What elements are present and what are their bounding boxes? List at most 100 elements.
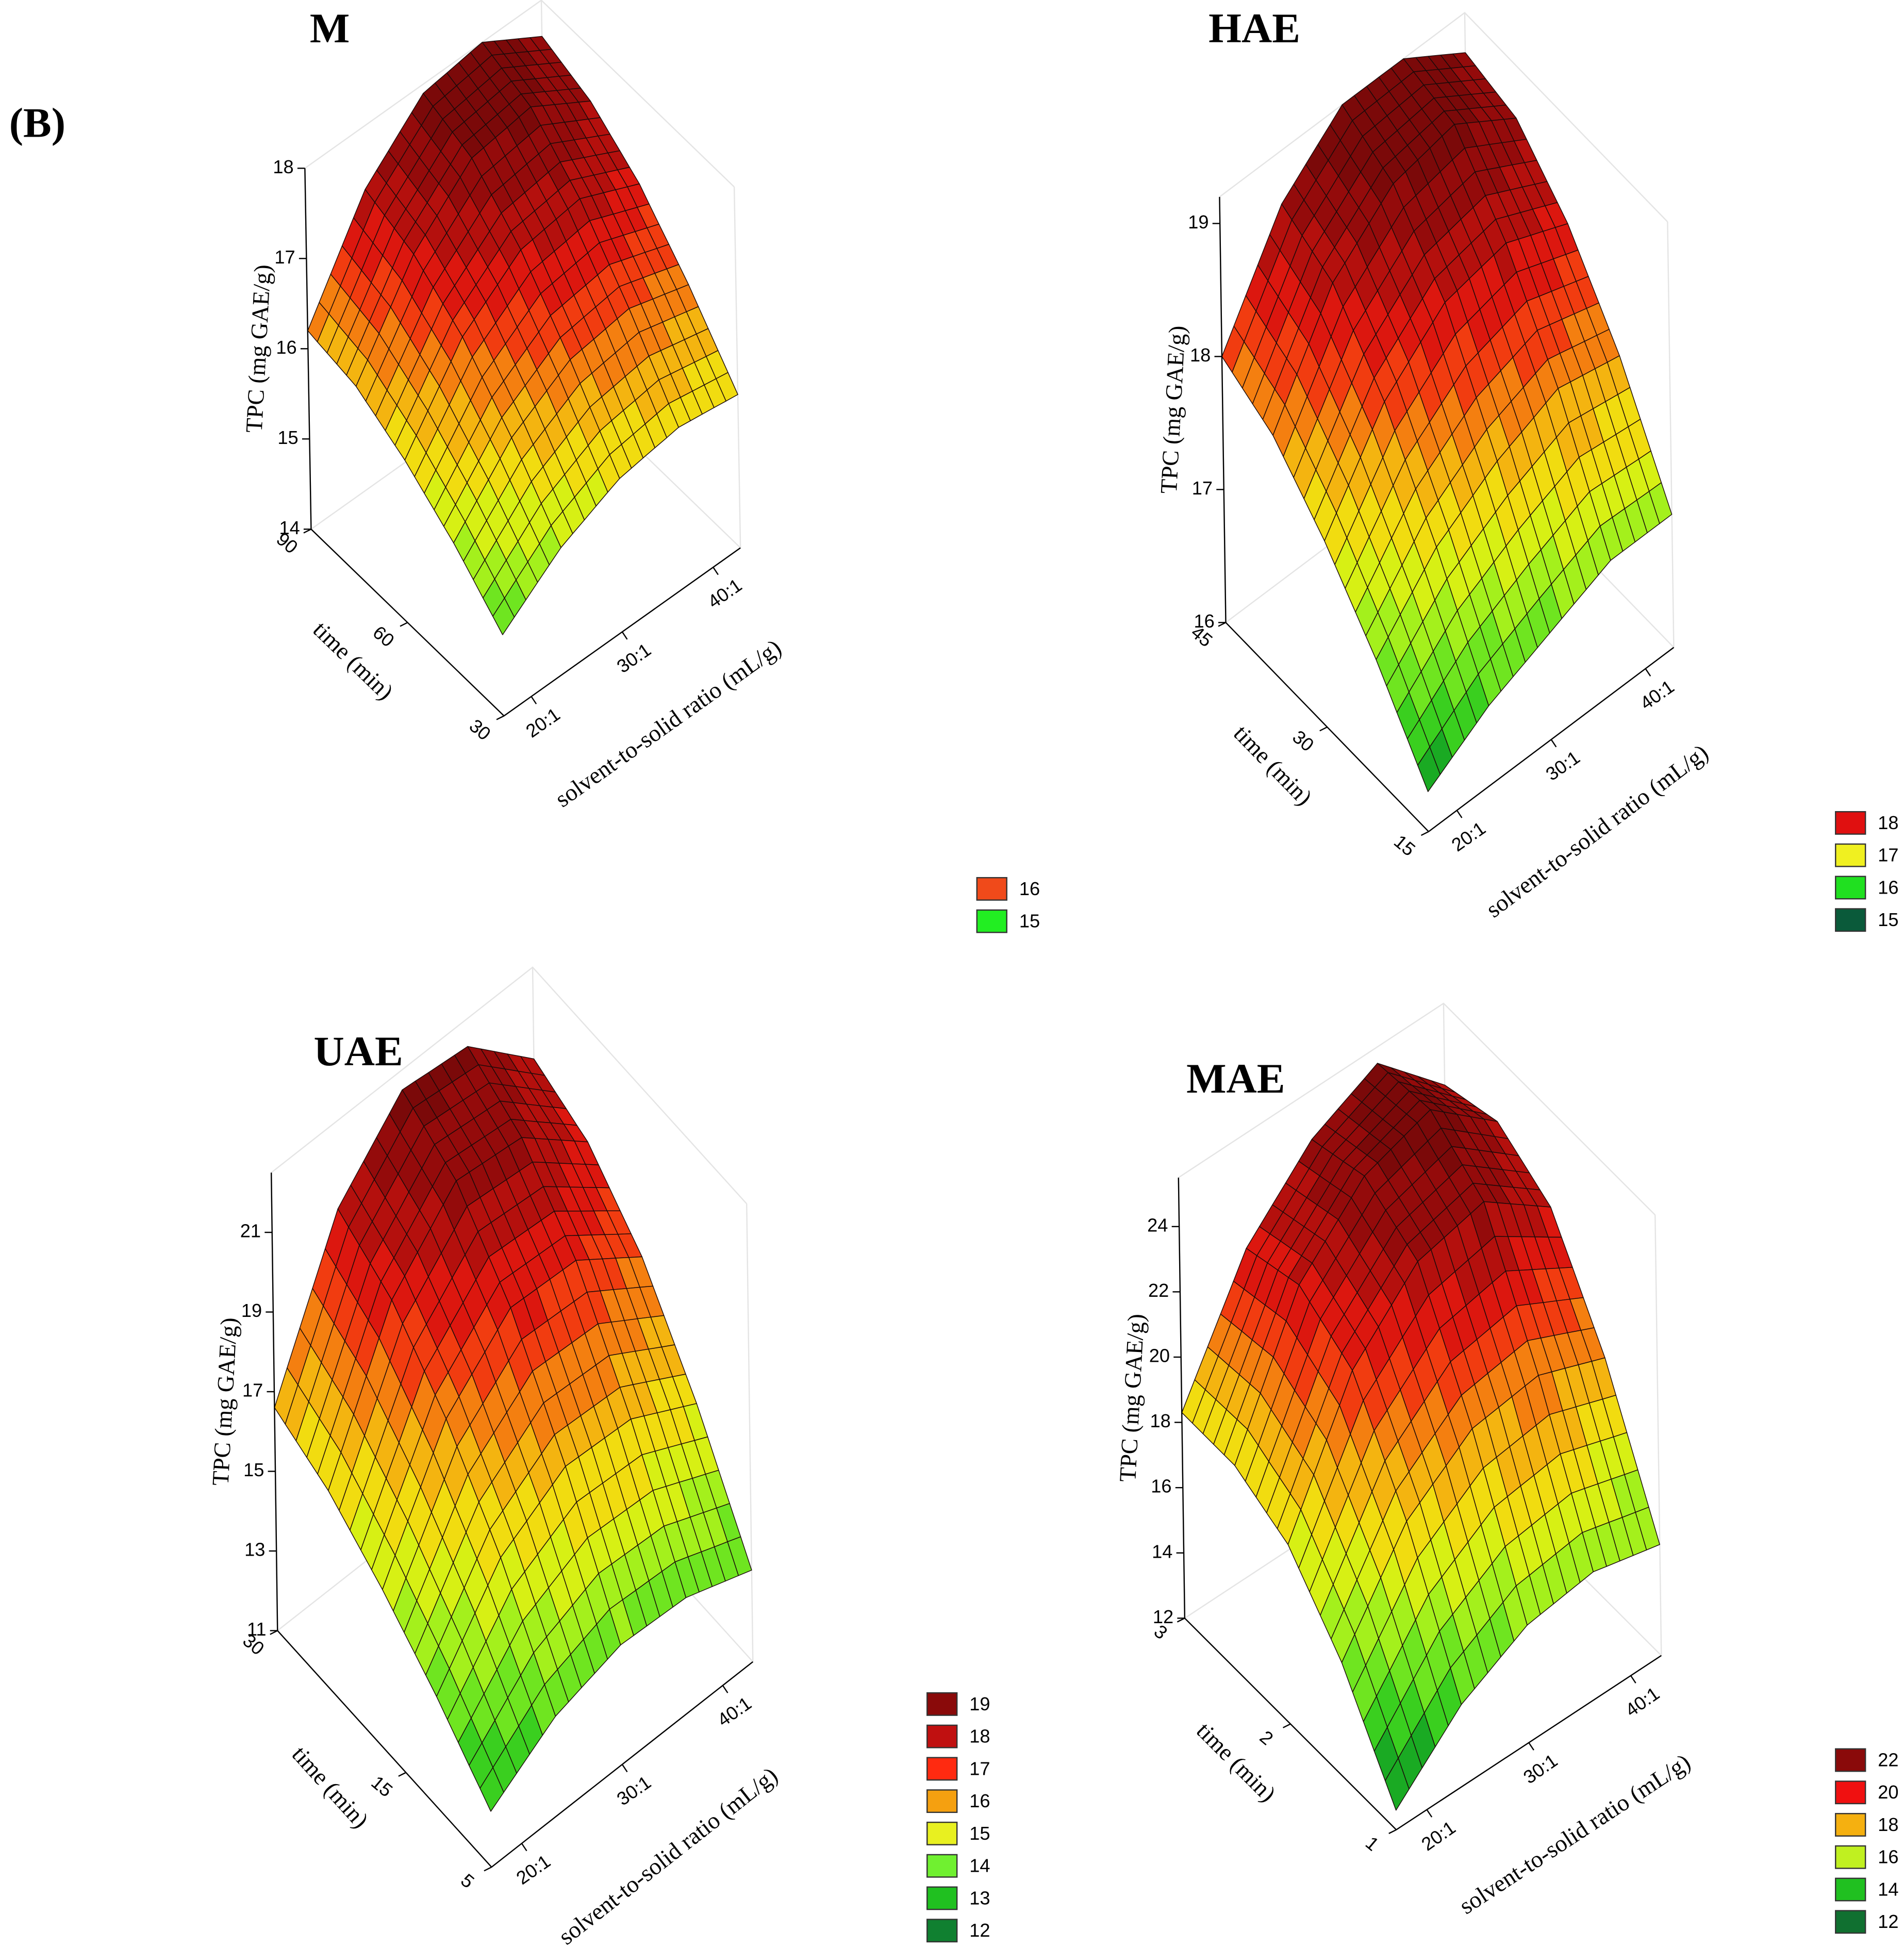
x-tick bbox=[1645, 668, 1651, 676]
legend-swatch bbox=[926, 1886, 958, 1910]
legend-swatch bbox=[926, 1789, 958, 1813]
y-tick-label: 60 bbox=[369, 621, 399, 651]
x-tick-label: 40:1 bbox=[1621, 1682, 1663, 1721]
x-tick bbox=[621, 631, 628, 640]
legend-label: 13 bbox=[969, 1887, 990, 1908]
legend-label: 20 bbox=[1878, 1781, 1898, 1803]
box-edge bbox=[1178, 1002, 1656, 1216]
legend-label: 17 bbox=[969, 1758, 990, 1779]
z-tick-label: 19 bbox=[1188, 211, 1208, 233]
y-tick-label: 2 bbox=[1256, 1726, 1278, 1749]
x-tick-label: 30:1 bbox=[613, 639, 655, 677]
box-edge bbox=[733, 187, 741, 548]
z-tick-label: 16 bbox=[1151, 1476, 1171, 1497]
x-tick bbox=[621, 1764, 628, 1773]
z-tick-label: 17 bbox=[242, 1380, 263, 1401]
legend-label: 18 bbox=[1878, 1814, 1898, 1835]
z-tick-label: 18 bbox=[273, 156, 293, 177]
legend-swatch bbox=[1835, 1845, 1866, 1869]
legend-swatch bbox=[926, 1821, 958, 1845]
x-tick bbox=[1456, 810, 1463, 818]
legend-label: 15 bbox=[1878, 909, 1898, 930]
legend-swatch bbox=[926, 1854, 958, 1878]
z-axis-label: TPC (mg GAE/g) bbox=[1155, 325, 1190, 494]
legend-label: 16 bbox=[969, 1790, 990, 1811]
y-axis bbox=[277, 1630, 492, 1868]
z-tick-label: 15 bbox=[277, 427, 298, 448]
legend-label: 15 bbox=[969, 1823, 990, 1844]
y-tick bbox=[398, 1772, 406, 1777]
legend-label: 22 bbox=[1878, 1749, 1898, 1770]
z-tick-label: 19 bbox=[241, 1300, 262, 1321]
x-tick-label: 30:1 bbox=[1519, 1750, 1561, 1788]
z-tick-label: 15 bbox=[243, 1459, 264, 1480]
z-tick-label: 18 bbox=[1190, 344, 1211, 366]
z-tick-label: 12 bbox=[1153, 1606, 1173, 1627]
z-axis-label: TPC (mg GAE/g) bbox=[207, 1317, 242, 1486]
legend-swatch bbox=[1835, 1780, 1866, 1805]
z-tick-label: 17 bbox=[274, 246, 295, 268]
surface-cell bbox=[1417, 746, 1441, 793]
x-tick bbox=[1426, 1809, 1433, 1818]
z-tick-label: 22 bbox=[1148, 1280, 1169, 1301]
y-tick-label: 5 bbox=[457, 1870, 478, 1892]
y-tick bbox=[484, 1866, 492, 1872]
chart-title: HAE bbox=[1208, 5, 1300, 52]
legend-label: 16 bbox=[1878, 1846, 1898, 1868]
box-edge bbox=[1219, 12, 1668, 222]
legend-swatch bbox=[926, 1724, 958, 1748]
z-axis bbox=[1178, 1177, 1186, 1619]
z-axis bbox=[1219, 196, 1227, 623]
y-tick-label: 30 bbox=[1288, 726, 1318, 755]
z-tick-label: 14 bbox=[279, 517, 300, 538]
box-edge bbox=[1654, 1215, 1662, 1656]
x-tick bbox=[1528, 1742, 1534, 1751]
surface-plot: 20:130:140:112312141618202224solvent-to-… bbox=[1114, 1002, 1899, 1934]
legend-label: 18 bbox=[969, 1726, 990, 1747]
y-tick bbox=[496, 715, 505, 720]
legend-label: 12 bbox=[969, 1920, 990, 1941]
legend-label: 16 bbox=[1019, 878, 1040, 899]
y-tick bbox=[1283, 1723, 1291, 1728]
y-tick bbox=[1420, 831, 1429, 836]
surface-plot: 20:130:140:151530111315171921solvent-to-… bbox=[207, 966, 990, 1947]
legend-swatch bbox=[1835, 876, 1866, 900]
legend-label: 18 bbox=[1878, 812, 1898, 833]
z-tick-label: 16 bbox=[276, 337, 296, 358]
z-tick-label: 24 bbox=[1147, 1214, 1168, 1235]
legend-swatch bbox=[976, 909, 1007, 933]
surface-cell bbox=[479, 1767, 504, 1812]
legend-swatch bbox=[1835, 1748, 1866, 1772]
x-tick-label: 20:1 bbox=[512, 1851, 554, 1889]
legend-swatch bbox=[1835, 843, 1866, 867]
x-tick-label: 20:1 bbox=[1448, 817, 1489, 855]
y-axis-label: time (min) bbox=[287, 1741, 374, 1833]
box-edge bbox=[271, 966, 748, 1204]
x-tick bbox=[531, 696, 537, 704]
chart-title: M bbox=[310, 5, 350, 52]
legend-swatch bbox=[1835, 1877, 1866, 1902]
chart-title: MAE bbox=[1186, 1055, 1285, 1102]
panel-label: (B) bbox=[9, 99, 65, 146]
legend-swatch bbox=[1835, 1910, 1866, 1934]
x-tick-label: 40:1 bbox=[714, 1692, 755, 1730]
legend-swatch bbox=[926, 1757, 958, 1781]
z-tick-label: 13 bbox=[244, 1539, 265, 1560]
x-axis-label: solvent-to-solid ratio (mL/g) bbox=[553, 1762, 782, 1947]
y-tick-label: 30 bbox=[466, 715, 495, 744]
legend-swatch bbox=[926, 1692, 958, 1716]
z-tick-label: 21 bbox=[240, 1220, 261, 1242]
z-axis-label: TPC (mg GAE/g) bbox=[1114, 1313, 1149, 1482]
legend-label: 19 bbox=[969, 1693, 990, 1714]
box-edge bbox=[304, 0, 735, 188]
surface-cell bbox=[492, 598, 515, 635]
x-tick-label: 20:1 bbox=[522, 703, 564, 741]
z-tick-label: 14 bbox=[1152, 1541, 1172, 1562]
legend-swatch bbox=[1835, 908, 1866, 932]
x-tick-label: 30:1 bbox=[1542, 747, 1584, 785]
legend-label: 17 bbox=[1878, 845, 1898, 866]
chart-title: UAE bbox=[314, 1028, 403, 1075]
x-tick bbox=[1630, 1675, 1636, 1684]
x-tick bbox=[1550, 739, 1557, 748]
